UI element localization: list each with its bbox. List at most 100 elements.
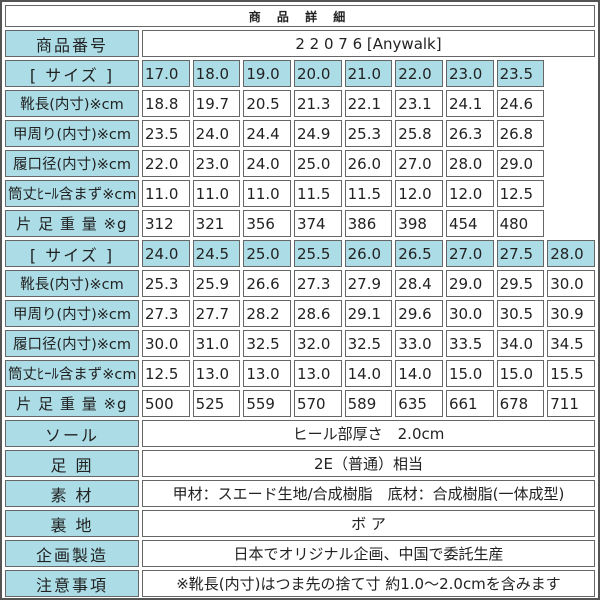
value-cell: 24.6 <box>496 90 545 117</box>
detail-row: ソール ヒール部厚さ 2.0cm <box>5 420 595 447</box>
size-cell: 23.0 <box>445 60 494 87</box>
value-cell: 23.1 <box>395 90 443 117</box>
value-cell: 11.5 <box>344 180 393 207</box>
value-cell: 31.0 <box>192 330 241 357</box>
value-cell: 34.0 <box>496 330 545 357</box>
measurement-row: 履口径(内寸)※cm 22.0 23.0 24.0 25.0 26.0 27.0 28.0 29… <box>5 150 595 177</box>
row-label: 靴長(内寸)※cm <box>5 90 139 117</box>
size-cell: 28.0 <box>547 240 595 267</box>
size-cell: 17.0 <box>142 60 190 87</box>
empty-cell <box>547 90 595 117</box>
row-label: 靴長(内寸)※cm <box>5 270 139 297</box>
value-cell: 398 <box>395 210 443 237</box>
value-cell: 25.0 <box>293 150 342 177</box>
value-cell: 33.5 <box>445 330 494 357</box>
value-cell: 24.4 <box>243 120 291 147</box>
value-cell: 356 <box>243 210 291 237</box>
measurement-row: 靴長(内寸)※cm 25.3 25.9 26.6 27.3 27.9 28.4 29.0 29.… <box>5 270 595 297</box>
size-cell: 22.0 <box>395 60 443 87</box>
value-cell: 12.5 <box>496 180 545 207</box>
size-cell: 19.0 <box>243 60 291 87</box>
value-cell: 20.5 <box>243 90 291 117</box>
detail-row: 注意事項 ※靴長(内寸)はつま先の捨て寸 約1.0～2.0cmを含みます <box>5 570 595 597</box>
value-cell: 30.0 <box>547 270 595 297</box>
value-cell: 711 <box>547 390 595 417</box>
detail-row: 裏 地ボ ア <box>5 510 595 537</box>
value-cell: 34.5 <box>547 330 595 357</box>
row-label: 甲周り(内寸)※cm <box>5 120 139 147</box>
measurement-row: 甲周り(内寸)※cm 27.3 27.7 28.2 28.6 29.1 29.6 30.0 30… <box>5 300 595 327</box>
value-cell: 32.5 <box>344 330 393 357</box>
measurement-row: 筒丈ﾋｰﾙ含まず※cm 12.5 13.0 13.0 13.0 14.0 14.0 15.0 1… <box>5 360 595 387</box>
value-cell: 11.0 <box>243 180 291 207</box>
value-cell: 30.0 <box>445 300 494 327</box>
size-cell: 25.0 <box>243 240 291 267</box>
detail-label: 素 材 <box>5 480 139 507</box>
value-cell: 14.0 <box>395 360 443 387</box>
value-cell: 29.1 <box>344 300 393 327</box>
value-cell: 22.0 <box>142 150 190 177</box>
detail-value: ボ ア <box>142 510 595 537</box>
detail-value: 2E（普通）相当 <box>142 450 595 477</box>
detail-label: ソール <box>5 420 139 447</box>
detail-value: ヒール部厚さ 2.0cm <box>142 420 595 447</box>
value-cell: 28.0 <box>445 150 494 177</box>
row-label: 筒丈ﾋｰﾙ含まず※cm <box>5 180 139 207</box>
value-cell: 29.5 <box>496 270 545 297</box>
value-cell: 32.0 <box>293 330 342 357</box>
value-cell: 11.0 <box>142 180 190 207</box>
measurement-row: 甲周り(内寸)※cm 23.5 24.0 24.4 24.9 25.3 25.8 26.3 26… <box>5 120 595 147</box>
value-cell: 24.0 <box>243 150 291 177</box>
value-cell: 15.0 <box>445 360 494 387</box>
value-cell: 29.6 <box>395 300 443 327</box>
value-cell: 386 <box>344 210 393 237</box>
value-cell: 26.3 <box>445 120 494 147</box>
row-label: 甲周り(内寸)※cm <box>5 300 139 327</box>
value-cell: 27.3 <box>293 270 342 297</box>
value-cell: 15.0 <box>496 360 545 387</box>
value-cell: 24.0 <box>192 120 241 147</box>
size-cell: 23.5 <box>496 60 545 87</box>
empty-cell <box>547 60 595 87</box>
value-cell: 13.0 <box>243 360 291 387</box>
detail-row: 素 材甲材：スエード生地/合成樹脂 底材：合成樹脂(一体成型) <box>5 480 595 507</box>
row-label: 片 足 重 量 ※g <box>5 210 139 237</box>
value-cell: 33.0 <box>395 330 443 357</box>
value-cell: 570 <box>293 390 342 417</box>
detail-label: 注意事項 <box>5 570 139 597</box>
value-cell: 26.8 <box>496 120 545 147</box>
product-number-row: 商品番号 2 2 0 7 6 [Anywalk] <box>5 30 595 57</box>
measurement-row: 履口径(内寸)※cm 30.0 31.0 32.5 32.0 32.5 33.0 33.5 34… <box>5 330 595 357</box>
size-header-row: [ サイズ ] 24.0 24.5 25.0 25.5 26.0 26.5 27.0 27.5 2… <box>5 240 595 267</box>
size-cell: 27.0 <box>445 240 494 267</box>
product-number-label: 商品番号 <box>5 30 139 57</box>
title-row: 商 品 詳 細 <box>5 5 595 27</box>
row-label: 履口径(内寸)※cm <box>5 150 139 177</box>
value-cell: 589 <box>344 390 393 417</box>
value-cell: 12.5 <box>142 360 190 387</box>
value-cell: 32.5 <box>243 330 291 357</box>
value-cell: 27.9 <box>344 270 393 297</box>
value-cell: 28.2 <box>243 300 291 327</box>
detail-label: 裏 地 <box>5 510 139 537</box>
value-cell: 23.0 <box>192 150 241 177</box>
value-cell: 312 <box>142 210 190 237</box>
detail-label: 足 囲 <box>5 450 139 477</box>
value-cell: 24.9 <box>293 120 342 147</box>
row-label: 筒丈ﾋｰﾙ含まず※cm <box>5 360 139 387</box>
value-cell: 30.0 <box>142 330 190 357</box>
detail-row: 足 囲 2E（普通）相当 <box>5 450 595 477</box>
value-cell: 678 <box>496 390 545 417</box>
size-cell: 26.5 <box>395 240 443 267</box>
value-cell: 29.0 <box>496 150 545 177</box>
measurement-row: 片 足 重 量 ※g 312 321 356 374 386 398 454 480 <box>5 210 595 237</box>
measurement-row: 靴長(内寸)※cm 18.8 19.7 20.5 21.3 22.1 23.1 24.1 24.… <box>5 90 595 117</box>
value-cell: 23.5 <box>142 120 190 147</box>
value-cell: 559 <box>243 390 291 417</box>
value-cell: 13.0 <box>192 360 241 387</box>
detail-row: 企画製造 日本でオリジナル企画、中国で委託生産 <box>5 540 595 567</box>
value-cell: 21.3 <box>293 90 342 117</box>
value-cell: 374 <box>293 210 342 237</box>
value-cell: 11.0 <box>192 180 241 207</box>
size-cell: 24.5 <box>192 240 241 267</box>
